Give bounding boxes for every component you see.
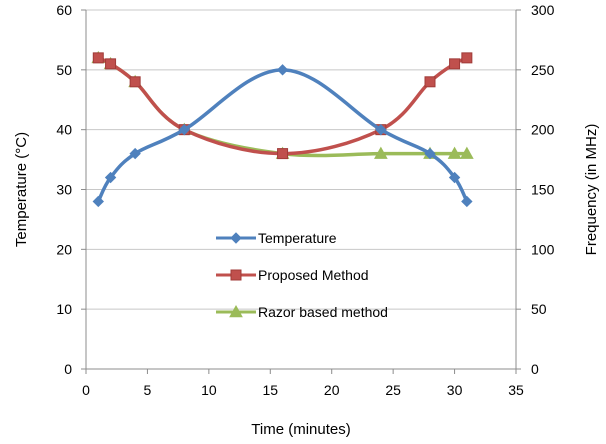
y2-tick-label: 300 (531, 2, 555, 18)
series (91, 50, 474, 208)
data-point (104, 171, 117, 184)
x-tick-label: 15 (262, 382, 278, 398)
legend-marker (229, 304, 243, 318)
data-point (460, 146, 474, 159)
x-axis-title: Time (minutes) (251, 421, 350, 438)
data-point (424, 76, 436, 88)
data-point (105, 58, 117, 70)
series-temperature (92, 64, 473, 208)
legend-item: Temperature (216, 230, 337, 246)
gridlines (86, 9, 516, 310)
legend: Temperature Proposed Method Razor based me… (216, 230, 388, 320)
y-tick-label: 20 (56, 241, 72, 257)
x-tick-label: 35 (508, 382, 524, 398)
legend-label: Razor based method (258, 304, 388, 320)
y2-tick-label: 100 (531, 241, 555, 257)
legend-item: Razor based method (216, 304, 388, 320)
data-point (178, 123, 190, 136)
x-tick-label: 30 (447, 382, 463, 398)
y-axis-right-title: Frequency (in MHz) (583, 124, 600, 256)
legend-label: Proposed Method (258, 267, 369, 283)
legend-label: Temperature (258, 230, 337, 246)
legend-marker (230, 232, 242, 244)
y-tick-label: 0 (64, 361, 72, 377)
legend-item: Proposed Method (216, 267, 369, 283)
y2-tick-label: 250 (531, 62, 555, 78)
data-point (461, 52, 473, 64)
y2-tick-label: 150 (531, 182, 555, 198)
y2-tick-label: 0 (531, 361, 539, 377)
data-point (448, 171, 461, 184)
y-tick-label: 60 (56, 2, 72, 18)
data-point (375, 123, 387, 136)
x-tick-label: 25 (385, 382, 401, 398)
x-tick-label: 10 (201, 382, 217, 398)
y-tick-label: 30 (56, 182, 72, 198)
data-point (276, 64, 289, 76)
x-tick-label: 0 (82, 382, 90, 398)
x-tick-label: 20 (324, 382, 340, 398)
tick-labels: 0 5 10 15 20 25 30 35 0 10 20 30 40 50 60 0 50 100 150 200 2… (56, 2, 554, 398)
y2-tick-label: 200 (531, 122, 555, 138)
y-tick-label: 10 (56, 301, 72, 317)
data-point (374, 146, 388, 159)
series-line (96, 68, 469, 204)
data-point (129, 76, 141, 88)
data-point (129, 147, 141, 160)
legend-marker (230, 269, 242, 281)
data-point (449, 58, 461, 70)
data-point (447, 146, 462, 159)
data-point (92, 52, 104, 64)
y2-tick-label: 50 (531, 301, 547, 317)
y-tick-label: 40 (56, 122, 72, 138)
data-point (277, 148, 289, 160)
y-axis-left-title: Temperature (°C) (13, 132, 30, 247)
data-point (461, 195, 473, 208)
x-tick-label: 5 (144, 382, 152, 398)
y-tick-label: 50 (56, 62, 72, 78)
data-point (424, 147, 436, 160)
data-point (92, 195, 104, 208)
